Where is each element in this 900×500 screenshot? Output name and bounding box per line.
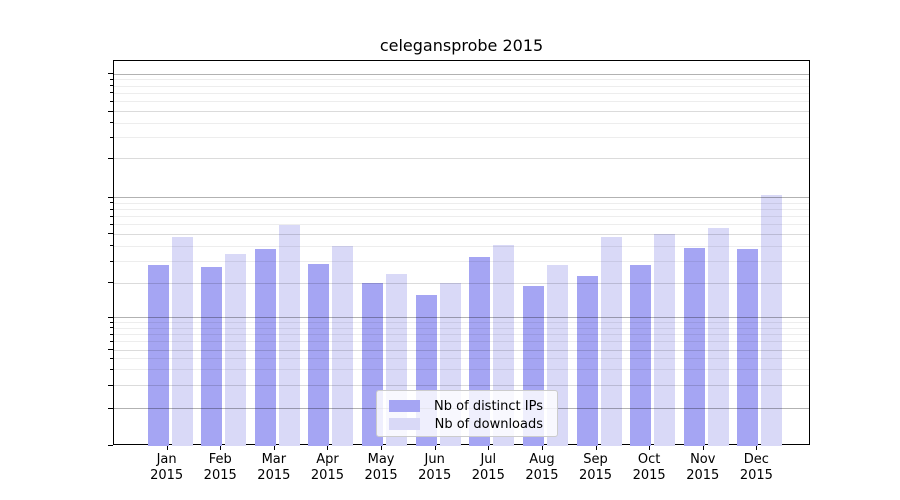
bars-layer: [114, 61, 809, 446]
ytick-minor-mark-600: [110, 100, 113, 102]
ytick-minor-mark-4: [110, 357, 113, 359]
chart-title: celegansprobe 2015: [379, 36, 544, 55]
xtick-label-dec: Dec 2015: [739, 452, 773, 483]
legend-label-downloads: Nb of downloads: [434, 416, 543, 432]
legend-label-distinct-ips: Nb of distinct IPs: [434, 398, 543, 414]
ytick-mark-1: [108, 407, 113, 409]
ytick-minor-mark-9: [110, 321, 113, 323]
legend: Nb of distinct IPs Nb of downloads: [376, 390, 558, 437]
ytick-mark-2: [108, 384, 113, 386]
ytick-minor-mark-90: [110, 202, 113, 204]
plot-area: Nb of distinct IPs Nb of downloads: [113, 60, 810, 446]
xtick-label-aug: Aug 2015: [525, 452, 559, 483]
xtick-label-oct: Oct 2015: [632, 452, 666, 483]
xtick-label-feb: Feb 2015: [203, 452, 237, 483]
ytick-minor-mark-3: [110, 368, 113, 370]
bar-apr-downloads: [332, 246, 354, 446]
bar-dec-distinct-ips: [737, 249, 759, 446]
bar-mar-distinct-ips: [254, 249, 276, 446]
xtick-label-jul: Jul 2015: [471, 452, 505, 483]
xtick-mark-aug: [541, 445, 543, 450]
ytick-mark-200: [108, 157, 113, 159]
ytick-minor-mark-7: [110, 333, 113, 335]
legend-row-distinct-ips: Nb of distinct IPs: [389, 398, 547, 414]
xtick-mark-sep: [595, 445, 597, 450]
xtick-mark-dec: [756, 445, 758, 450]
xtick-label-mar: Mar 2015: [257, 452, 291, 483]
bar-sep-downloads: [600, 236, 622, 446]
ytick-mark-50: [108, 233, 113, 235]
bar-oct-distinct-ips: [630, 265, 652, 446]
ytick-mark-20: [108, 282, 113, 284]
ytick-minor-mark-700: [110, 92, 113, 94]
bar-feb-downloads: [225, 253, 247, 446]
xtick-mark-jul: [488, 445, 490, 450]
bar-sep-distinct-ips: [576, 276, 598, 446]
legend-swatch-downloads: [389, 418, 420, 430]
ytick-minor-mark-8: [110, 327, 113, 329]
xtick-mark-apr: [327, 445, 329, 450]
ytick-mark-10: [108, 316, 113, 318]
ytick-minor-mark-400: [110, 122, 113, 124]
xtick-label-jun: Jun 2015: [418, 452, 452, 483]
ytick-mark-500: [108, 110, 113, 112]
xtick-label-may: May 2015: [364, 452, 398, 483]
ytick-minor-mark-60: [110, 223, 113, 225]
ytick-minor-mark-300: [110, 136, 113, 138]
xtick-label-sep: Sep 2015: [578, 452, 613, 483]
xtick-label-nov: Nov 2015: [686, 452, 720, 483]
ytick-mark-0: [108, 445, 113, 446]
bar-apr-distinct-ips: [308, 263, 330, 446]
bar-feb-distinct-ips: [201, 267, 223, 446]
ytick-minor-mark-70: [110, 215, 113, 217]
bar-dec-downloads: [761, 195, 783, 446]
ytick-minor-mark-900: [110, 78, 113, 80]
bar-mar-downloads: [278, 224, 300, 446]
bar-oct-downloads: [654, 234, 676, 446]
ytick-minor-mark-6: [110, 340, 113, 342]
ytick-mark-100: [108, 196, 113, 198]
xtick-label-jan: Jan 2015: [150, 452, 184, 483]
xtick-mark-may: [381, 445, 383, 450]
ytick-minor-mark-800: [110, 85, 113, 87]
bar-jan-distinct-ips: [147, 265, 169, 446]
ytick-minor-mark-40: [110, 245, 113, 247]
xtick-label-apr: Apr 2015: [310, 452, 344, 483]
xtick-mark-jun: [434, 445, 436, 450]
bar-jan-downloads: [171, 236, 193, 446]
ytick-minor-mark-30: [110, 260, 113, 262]
legend-row-downloads: Nb of downloads: [389, 416, 547, 432]
legend-swatch-distinct-ips: [389, 400, 420, 412]
xtick-mark-mar: [273, 445, 275, 450]
xtick-mark-jan: [166, 445, 168, 450]
ytick-mark-1000: [108, 73, 113, 74]
ytick-minor-mark-80: [110, 208, 113, 210]
ytick-mark-5: [108, 349, 113, 351]
bar-nov-distinct-ips: [683, 247, 705, 446]
xtick-mark-feb: [220, 445, 222, 450]
bar-nov-downloads: [707, 228, 729, 446]
xtick-mark-oct: [649, 445, 651, 450]
xtick-mark-nov: [702, 445, 704, 450]
